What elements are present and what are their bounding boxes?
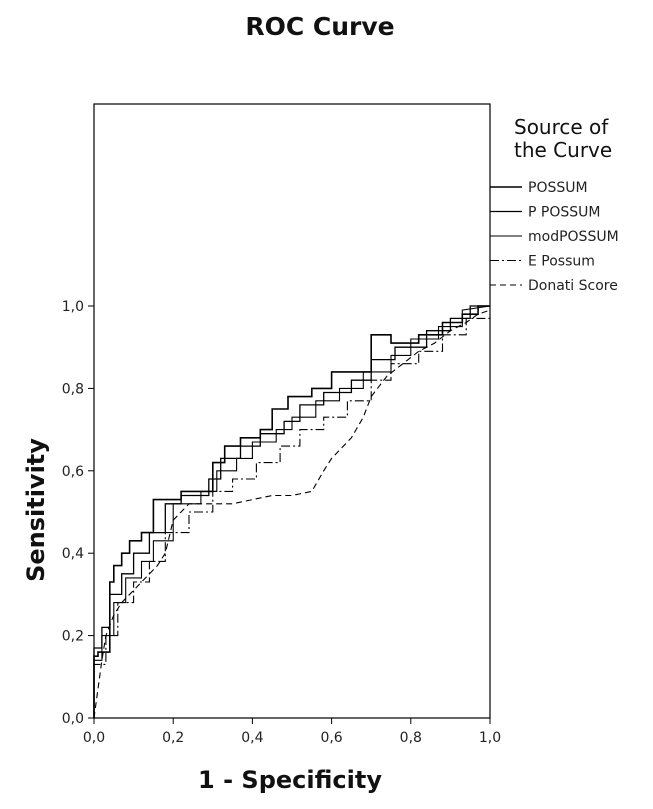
x-axis-label: 1 - Specificity [198,766,382,794]
x-tick-label: 0,0 [83,730,105,746]
chart-title: ROC Curve [245,12,395,41]
x-tick-label: 0,6 [320,730,342,746]
curve-e-possum [93,317,490,718]
x-tick-label: 0,2 [162,730,184,746]
curve-possum [93,305,490,718]
curves-group [93,305,491,719]
y-tick-label: 0,8 [62,381,84,397]
curve-donati-score [93,309,491,719]
legend-label: E Possum [528,254,595,270]
curve-p-possum [93,305,490,718]
plot-area [93,103,491,719]
y-axis-ticks: 0,0 0,2 0,4 0,6 0,8 1,0 [62,299,94,727]
x-tick-label: 0,8 [400,730,422,746]
legend-label: POSSUM [528,180,588,196]
x-tick-label: 0,4 [241,730,263,746]
y-tick-label: 0,2 [62,629,84,645]
legend-title: Source of the Curve [514,115,613,162]
legend-label: modPOSSUM [528,229,619,245]
x-axis-ticks: 0,0 0,2 0,4 0,6 0,8 1,0 [83,718,501,746]
y-tick-label: 0,0 [62,711,84,727]
curve-modpossum [93,305,491,718]
legend-label: P POSSUM [528,205,600,221]
y-tick-label: 1,0 [62,299,84,315]
x-tick-label: 1,0 [479,730,501,746]
y-tick-label: 0,4 [62,546,84,562]
legend: POSSUM P POSSUM modPOSSUM E Possum Donati Sc… [490,180,619,294]
legend-label: Donati Score [528,278,618,294]
y-axis-label: Sensitivity [22,438,50,582]
y-tick-label: 0,6 [62,464,84,480]
